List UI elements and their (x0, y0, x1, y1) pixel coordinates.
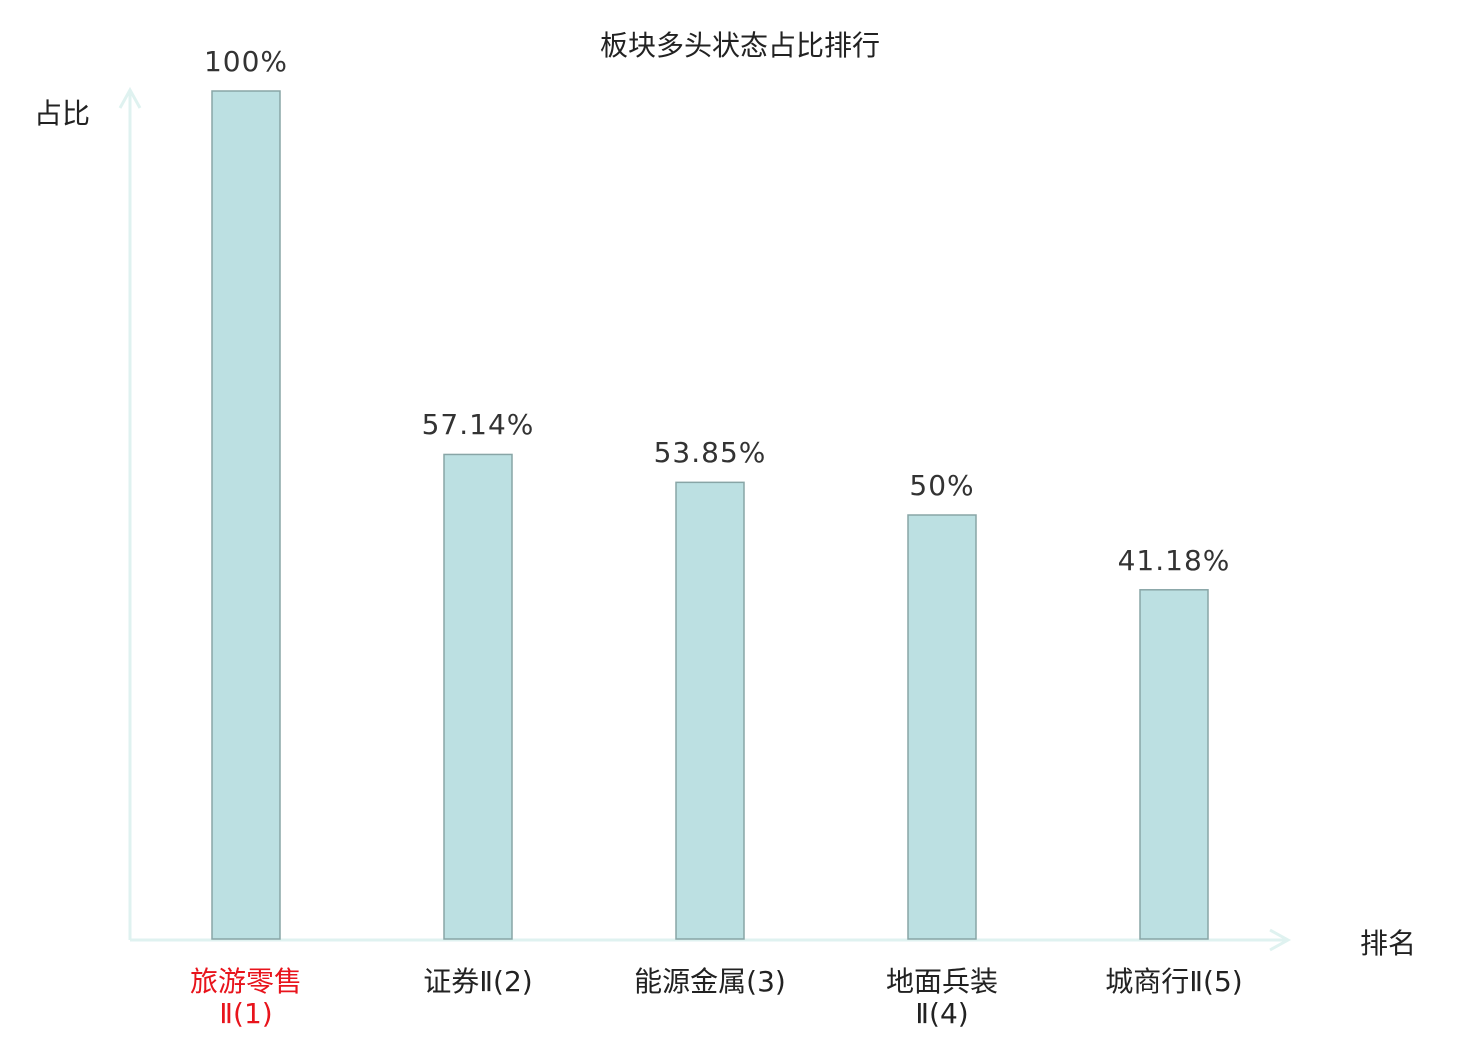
bar (675, 481, 745, 940)
data-label: 41.18% (1117, 543, 1231, 577)
bar (907, 514, 977, 940)
x-tick-label: 能源金属(3) (634, 965, 786, 998)
bar (1139, 589, 1209, 940)
chart-title: 板块多头状态占比排行 (599, 29, 880, 62)
data-label: 53.85% (653, 436, 767, 470)
data-label: 50% (909, 469, 975, 502)
x-tick-label: 旅游零售Ⅱ(1) (189, 965, 302, 1030)
bar (443, 453, 513, 940)
x-tick-label: 地面兵装Ⅱ(4) (885, 965, 998, 1030)
data-label: 100% (203, 45, 289, 78)
x-axis-label: 排名 (1360, 927, 1417, 960)
x-tick-label: 城商行Ⅱ(5) (1105, 965, 1243, 998)
data-label: 57.14% (421, 408, 535, 442)
x-axis-arrow-icon (1269, 928, 1292, 952)
y-axis-label: 占比 (34, 97, 91, 130)
y-axis-arrow-icon (118, 86, 142, 109)
bar (211, 90, 281, 940)
x-tick-label: 证券Ⅱ(2) (423, 965, 533, 998)
